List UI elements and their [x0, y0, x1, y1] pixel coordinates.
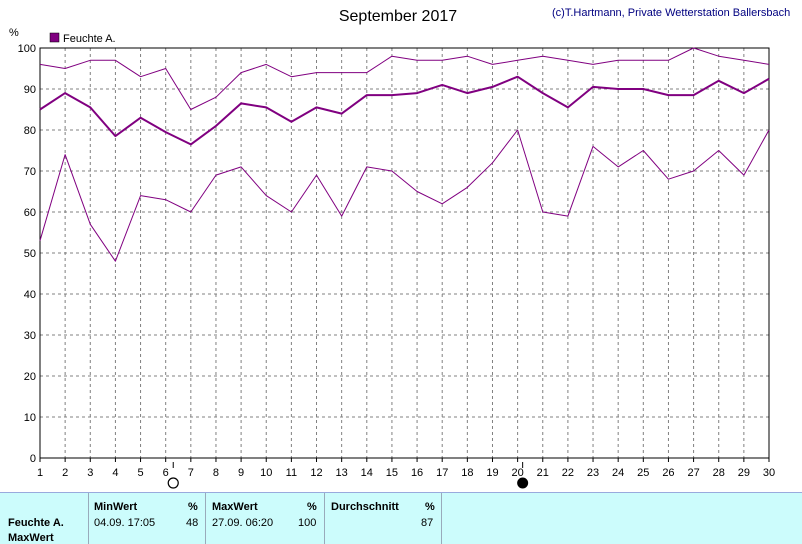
y-tick-label: 80: [24, 125, 36, 137]
x-tick-label: 8: [213, 467, 219, 479]
x-tick-label: 30: [763, 467, 775, 479]
y-tick-label: 90: [24, 84, 36, 96]
series-line-mean: [39, 75, 770, 146]
divider: [205, 493, 206, 544]
x-tick-label: 17: [436, 467, 448, 479]
divider: [441, 493, 442, 544]
y-tick-label: 50: [24, 248, 36, 260]
avg-header: Durchschnitt: [331, 501, 399, 513]
chart-title: September 2017: [339, 8, 457, 25]
y-tick-label: 70: [24, 166, 36, 178]
x-tick-label: 11: [286, 467, 297, 479]
max-value: 100: [298, 517, 317, 529]
x-tick-label: 12: [310, 467, 322, 479]
x-tick-label: 3: [87, 467, 93, 479]
legend-label: Feuchte A.: [63, 33, 116, 45]
x-tick-label: 21: [537, 467, 549, 479]
min-value: 48: [186, 517, 199, 529]
series-line-max: [39, 47, 770, 110]
row-label: Feuchte A.: [8, 517, 64, 529]
y-tick-label: 0: [30, 453, 36, 465]
legend-swatch: [49, 32, 60, 43]
avg-value: 87: [421, 517, 434, 529]
avg-unit: %: [425, 501, 435, 513]
x-tick-label: 2: [62, 467, 68, 479]
y-tick-label: 10: [24, 412, 36, 424]
x-tick-label: 24: [612, 467, 624, 479]
divider: [88, 493, 89, 544]
series: [39, 47, 770, 262]
x-tick-label: 15: [386, 467, 398, 479]
x-tick-label: 4: [112, 467, 118, 479]
humidity-chart: September 2017 (c)T.Hartmann, Private We…: [9, 7, 790, 489]
x-tick-label: 6: [163, 467, 169, 479]
y-tick-label: 20: [24, 371, 36, 383]
min-time: 04.09. 17:05: [94, 517, 156, 529]
y-tick-label: 60: [24, 207, 36, 219]
statistics-panel: MinWert % MaxWert % Durchschnitt % Feuch…: [0, 492, 802, 544]
x-tick-label: 22: [562, 467, 574, 479]
row-label-2: MaxWert: [8, 532, 54, 544]
new-moon-icon: [517, 477, 529, 489]
y-tick-label: 100: [18, 43, 36, 55]
min-header: MinWert: [94, 501, 138, 513]
x-tick-label: 26: [662, 467, 674, 479]
max-header: MaxWert: [212, 501, 258, 513]
x-tick-label: 28: [713, 467, 725, 479]
y-tick-label: 30: [24, 330, 36, 342]
full-moon-icon: [167, 477, 179, 489]
x-tick-label: 5: [137, 467, 143, 479]
x-tick-label: 16: [411, 467, 423, 479]
max-time: 27.09. 06:20: [212, 517, 274, 529]
x-tick-label: 10: [260, 467, 272, 479]
divider: [324, 493, 325, 544]
x-tick-label: 7: [188, 467, 194, 479]
y-axis-unit: %: [9, 27, 19, 39]
moon-phase-markers: [167, 462, 529, 489]
max-unit: %: [307, 501, 317, 513]
credit-text: (c)T.Hartmann, Private Wetterstation Bal…: [552, 7, 790, 19]
x-tick-label: 20: [511, 467, 523, 479]
x-tick-label: 29: [738, 467, 750, 479]
x-tick-label: 25: [637, 467, 649, 479]
x-tick-label: 19: [486, 467, 498, 479]
x-tick-label: 13: [336, 467, 348, 479]
x-tick-label: 1: [37, 467, 43, 479]
x-tick-label: 14: [361, 467, 373, 479]
x-tick-label: 9: [238, 467, 244, 479]
min-unit: %: [188, 501, 198, 513]
y-tick-label: 40: [24, 289, 36, 301]
grid: [40, 47, 769, 458]
x-tick-label: 18: [461, 467, 473, 479]
series-line-min: [39, 129, 770, 262]
plot-frame: [39, 47, 770, 459]
x-tick-label: 27: [687, 467, 699, 479]
x-tick-label: 23: [587, 467, 599, 479]
